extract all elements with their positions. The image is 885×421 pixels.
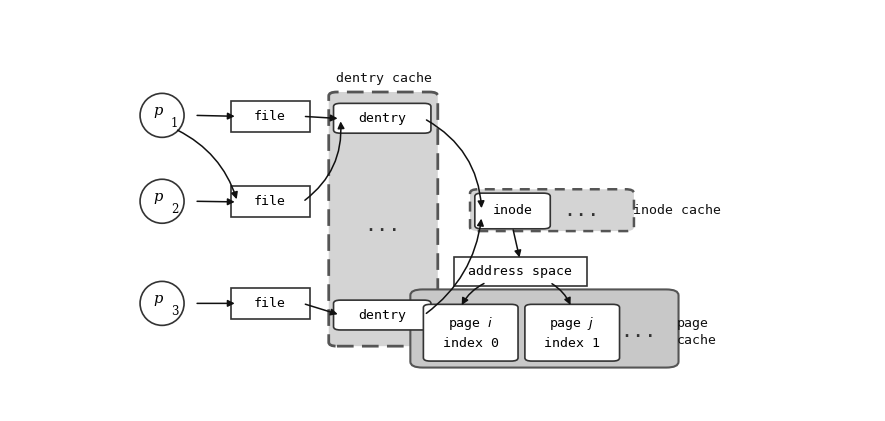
Text: page $i$
index 0: page $i$ index 0 bbox=[442, 315, 499, 350]
Text: 1: 1 bbox=[171, 117, 178, 130]
Text: p: p bbox=[153, 190, 163, 204]
Text: address space: address space bbox=[468, 265, 573, 278]
Ellipse shape bbox=[140, 179, 184, 223]
Text: inode cache: inode cache bbox=[634, 203, 721, 216]
FancyBboxPatch shape bbox=[334, 104, 431, 133]
Text: page $j$
index 1: page $j$ index 1 bbox=[544, 315, 600, 350]
FancyBboxPatch shape bbox=[328, 92, 438, 346]
Text: ...: ... bbox=[563, 201, 599, 220]
Text: file: file bbox=[254, 297, 286, 310]
FancyBboxPatch shape bbox=[231, 101, 310, 131]
FancyBboxPatch shape bbox=[525, 304, 619, 361]
Text: p: p bbox=[153, 104, 163, 118]
Text: p: p bbox=[153, 293, 163, 306]
Ellipse shape bbox=[140, 281, 184, 325]
Ellipse shape bbox=[140, 93, 184, 137]
FancyBboxPatch shape bbox=[231, 288, 310, 319]
Text: dentry: dentry bbox=[358, 309, 406, 322]
FancyBboxPatch shape bbox=[411, 289, 679, 368]
FancyBboxPatch shape bbox=[470, 189, 634, 231]
FancyBboxPatch shape bbox=[334, 300, 431, 330]
Text: ...: ... bbox=[365, 216, 401, 235]
FancyBboxPatch shape bbox=[423, 304, 518, 361]
Text: file: file bbox=[254, 195, 286, 208]
Text: dentry cache: dentry cache bbox=[335, 72, 432, 85]
Text: dentry: dentry bbox=[358, 112, 406, 125]
FancyBboxPatch shape bbox=[475, 193, 550, 229]
FancyBboxPatch shape bbox=[454, 257, 588, 285]
FancyBboxPatch shape bbox=[231, 187, 310, 217]
Text: file: file bbox=[254, 109, 286, 123]
Text: ...: ... bbox=[620, 322, 657, 341]
Text: page
cache: page cache bbox=[676, 317, 717, 347]
Text: 2: 2 bbox=[171, 203, 178, 216]
Text: inode: inode bbox=[493, 205, 533, 218]
Text: 3: 3 bbox=[171, 305, 178, 318]
